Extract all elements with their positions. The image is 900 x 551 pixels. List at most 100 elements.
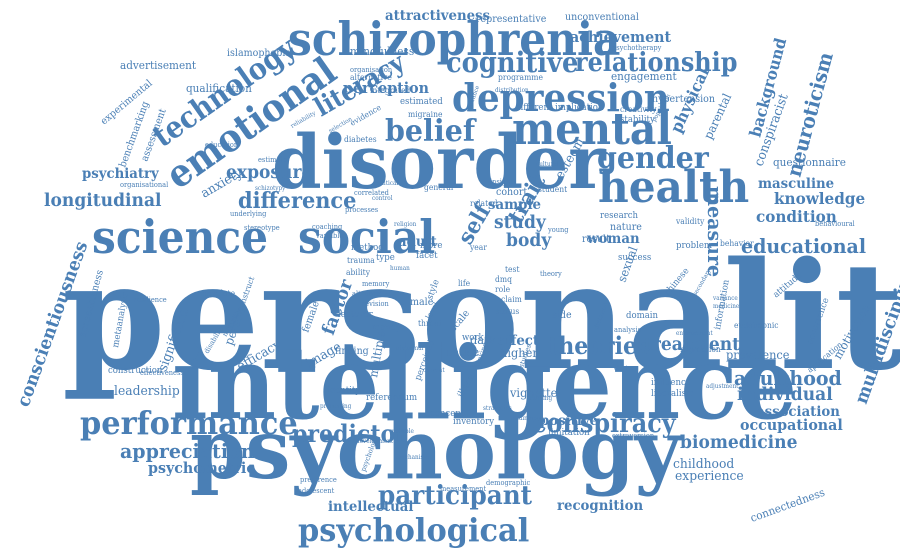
cloud-word: adolescent: [298, 487, 334, 495]
cloud-word: facet: [416, 251, 438, 261]
cloud-word: body: [506, 231, 552, 252]
cloud-word: adulthood: [734, 367, 842, 391]
cloud-word: individual: [737, 385, 833, 406]
cloud-word: perception: [343, 80, 429, 97]
cloud-word: liberalism: [651, 389, 695, 399]
cloud-word: effectiveness: [140, 369, 184, 377]
cloud-word: achievement: [570, 29, 671, 46]
cloud-word: intellectual: [328, 499, 413, 515]
cloud-word: programme: [498, 73, 543, 82]
cloud-word: multiple: [390, 429, 414, 435]
cloud-word: nature: [610, 222, 642, 233]
cloud-word: side: [552, 310, 572, 321]
cloud-word: student: [538, 185, 568, 194]
cloud-word: psychometric: [148, 460, 255, 477]
cloud-word: development: [356, 439, 394, 445]
cloud-word: method: [351, 243, 384, 253]
cloud-word: migraine: [408, 110, 443, 119]
cloud-word: unconventional: [565, 12, 639, 23]
cloud-word: current: [423, 368, 445, 374]
cloud-word: intelligence: [172, 324, 797, 441]
cloud-word: schizotypy: [255, 186, 286, 192]
cloud-word: processes: [345, 206, 379, 214]
cloud-word: validity: [675, 217, 705, 226]
cloud-word: advertisement: [120, 59, 197, 72]
cloud-word: resilience: [134, 296, 167, 304]
cloud-word: mental: [512, 104, 672, 156]
cloud-word: problem: [676, 241, 713, 251]
cloud-word: variance: [712, 296, 738, 302]
cloud-word: organisation: [350, 66, 393, 74]
cloud-word: correlated: [354, 189, 390, 197]
cloud-word: dmq: [495, 275, 512, 284]
cloud-word: representative: [476, 14, 547, 25]
cloud-word: schizophrenia: [288, 13, 620, 66]
cloud-word: predictor: [292, 420, 408, 448]
cloud-word: revision: [362, 300, 389, 308]
cloud-word: depression: [452, 75, 670, 120]
cloud-word: recognition: [557, 498, 643, 514]
cloud-word: leadership: [114, 383, 180, 398]
cloud-word: creativity: [620, 105, 657, 114]
cloud-word: estimated: [400, 97, 443, 107]
cloud-word: stability: [620, 115, 655, 125]
cloud-word: disorder: [272, 120, 606, 207]
cloud-word: result: [582, 234, 610, 245]
cloud-word: cognitive: [446, 47, 578, 79]
cloud-word: limitation: [548, 428, 590, 438]
cloud-word: adult: [398, 234, 437, 250]
cloud-word: masculine: [758, 176, 834, 192]
cloud-word: regression: [680, 345, 721, 354]
cloud-word: psychiatry: [82, 166, 160, 182]
cloud-word: psychotherapy: [612, 44, 662, 52]
cloud-word: identity: [327, 386, 360, 396]
cloud-word: male: [410, 297, 434, 308]
cloud-word: religion: [394, 222, 417, 228]
cloud-word: nursing: [530, 396, 552, 402]
cloud-word: extraversion: [612, 432, 655, 440]
cloud-word: adjustment: [706, 384, 739, 390]
cloud-word: lecturer: [338, 310, 373, 320]
cloud-word: psychology: [190, 402, 683, 498]
cloud-word: inventory: [453, 417, 494, 427]
cloud-word: prevalence: [726, 348, 790, 362]
cloud-word: diabetes: [344, 135, 377, 144]
cloud-word: cultural: [536, 162, 559, 168]
cloud-word: measurement: [440, 485, 486, 493]
cloud-word: occupational: [740, 417, 843, 434]
cloud-word: islamophobia: [227, 48, 291, 59]
cloud-word: qualification: [186, 82, 252, 95]
cloud-word: behavioural: [815, 220, 855, 228]
cloud-word: money: [372, 323, 401, 333]
cloud-word: ability: [346, 268, 371, 277]
cloud-word: performance: [80, 405, 298, 442]
cloud-word: abnormal: [396, 346, 424, 352]
cloud-word: theory: [540, 270, 562, 278]
cloud-word: exposure: [226, 163, 312, 184]
cloud-word: year: [469, 243, 487, 252]
cloud-word: sample: [488, 197, 541, 213]
cloud-word: different: [515, 103, 553, 113]
cloud-word: organisational: [120, 181, 168, 189]
cloud-word: threat: [418, 319, 442, 328]
cloud-word: health: [598, 162, 749, 213]
cloud-word: positive: [540, 413, 598, 429]
cloud-word: distribution: [495, 88, 529, 94]
cloud-word: childhood: [673, 456, 734, 471]
cloud-word: research: [600, 211, 638, 221]
cloud-word: educational: [741, 235, 866, 259]
cloud-word: demographic: [486, 479, 530, 487]
cloud-word: engagement: [611, 70, 677, 83]
cloud-word: type: [376, 253, 395, 263]
cloud-word: study: [494, 213, 547, 234]
cloud-word: underlying: [230, 210, 267, 218]
cloud-word: trauma: [347, 256, 375, 265]
cloud-word: measure: [703, 186, 727, 277]
cloud-word: eudaimonic: [734, 321, 779, 330]
cloud-word: analysis: [614, 326, 641, 334]
cloud-word: gender: [597, 140, 709, 175]
cloud-word: relationship: [575, 47, 737, 77]
cloud-word: correlate: [200, 289, 235, 298]
